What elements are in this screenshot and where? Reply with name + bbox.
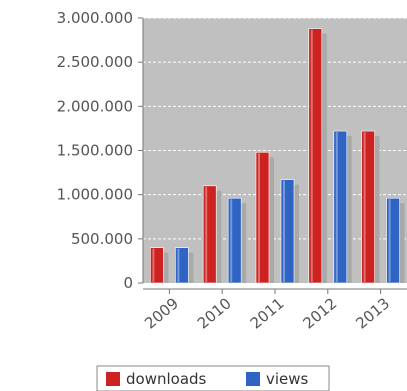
x-tick-label: 2013 bbox=[352, 294, 393, 332]
legend-label-downloads: downloads bbox=[126, 370, 207, 388]
y-axis: 0 500.000 1.000.000 1.500.000 2.000.000 2.500… bbox=[57, 9, 144, 292]
y-tick-label: 1.500.000 bbox=[57, 142, 133, 160]
bar-views-2012 bbox=[333, 130, 348, 284]
x-tick-label: 2011 bbox=[247, 294, 288, 332]
bar-highlight bbox=[388, 199, 391, 282]
bar-highlight bbox=[205, 186, 208, 282]
bar-highlight bbox=[363, 132, 366, 282]
legend: downloads views bbox=[96, 365, 330, 391]
bar-downloads-2009 bbox=[150, 247, 164, 284]
legend-swatch-views bbox=[246, 372, 260, 386]
legend-swatch-downloads bbox=[106, 372, 120, 386]
bar-highlight bbox=[335, 132, 338, 282]
bar-highlight bbox=[230, 199, 233, 282]
y-tick-label: 2.500.000 bbox=[57, 53, 133, 71]
x-tick-label: 2009 bbox=[141, 294, 182, 332]
y-tick-label: 2.000.000 bbox=[57, 97, 133, 115]
bar-downloads-2011 bbox=[255, 151, 270, 284]
bar-views-2011 bbox=[280, 179, 295, 284]
bar-views-2009 bbox=[175, 247, 189, 284]
y-tick-label: 1.000.000 bbox=[57, 186, 133, 204]
bar-highlight bbox=[283, 180, 285, 282]
y-tick-label: 500.000 bbox=[71, 230, 133, 248]
legend-box bbox=[96, 365, 330, 391]
y-tick-label: 3.000.000 bbox=[57, 9, 133, 27]
bar-views-2010 bbox=[227, 197, 242, 284]
bar-highlight bbox=[177, 248, 180, 282]
bar-highlight bbox=[258, 153, 260, 282]
bar-highlight bbox=[310, 29, 313, 282]
bar-highlight bbox=[152, 248, 155, 282]
x-tick-label: 2012 bbox=[300, 294, 341, 332]
bar-views-2013 bbox=[386, 197, 400, 284]
legend-label-views: views bbox=[266, 370, 309, 388]
bar-downloads-2012 bbox=[308, 28, 323, 284]
x-axis: 2009 2010 2011 2012 2013 bbox=[141, 288, 407, 333]
bar-downloads-2013 bbox=[361, 130, 375, 284]
y-tick-label: 0 bbox=[123, 274, 133, 292]
bars bbox=[150, 28, 405, 284]
x-tick-label: 2010 bbox=[194, 294, 235, 332]
bar-downloads-2010 bbox=[202, 185, 217, 284]
